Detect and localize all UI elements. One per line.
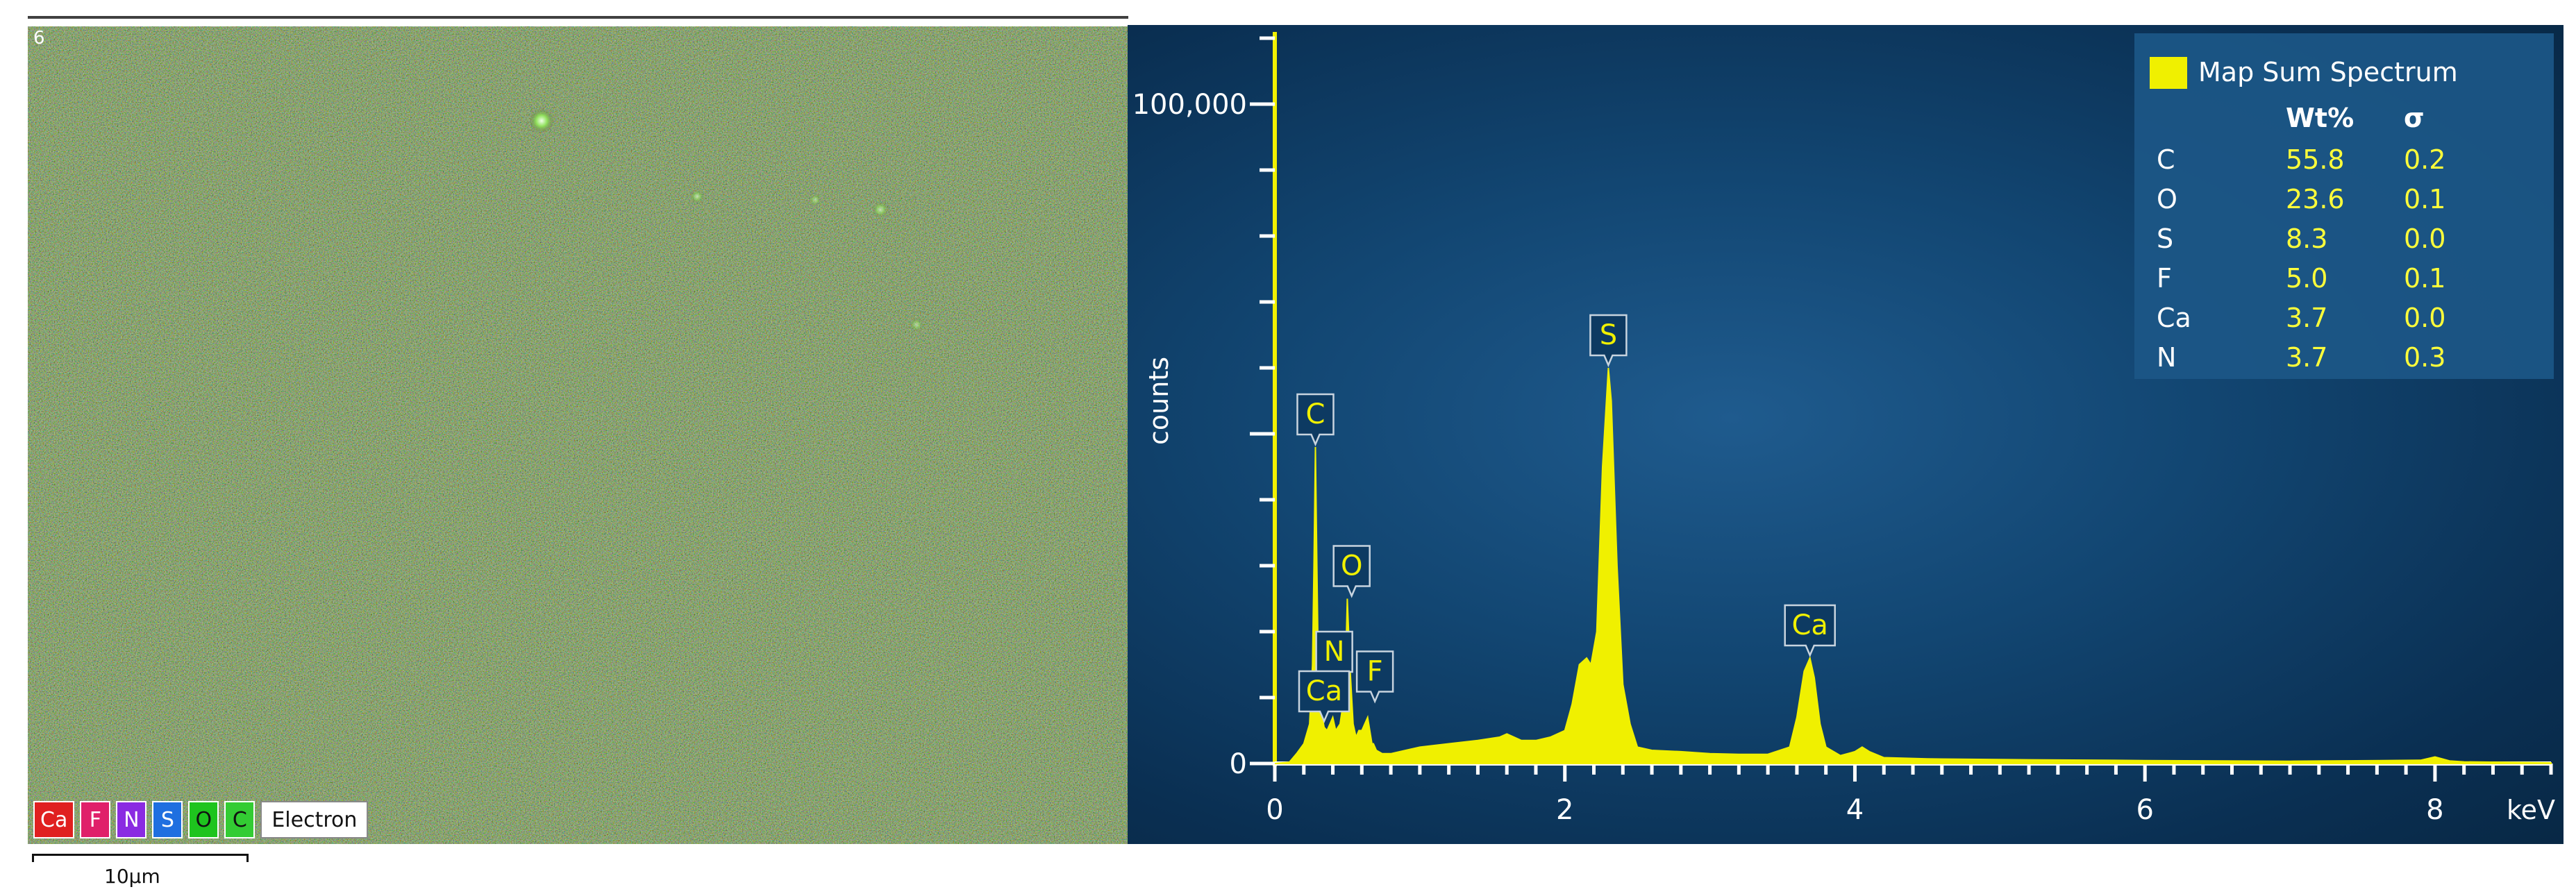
x-tick-label: 4: [1846, 794, 1864, 826]
scale-bar-label: 10µm: [104, 865, 160, 888]
row-wt: 5.0: [2286, 263, 2328, 294]
legend-chip-label: Electron: [271, 807, 358, 832]
y-axis-label: counts: [1144, 357, 1174, 445]
row-wt: 23.6: [2286, 184, 2345, 214]
scale-bar: [32, 854, 249, 862]
row-wt: 3.7: [2286, 342, 2328, 373]
series-name: Map Sum Spectrum: [2198, 57, 2458, 87]
legend-chip-n[interactable]: N: [116, 801, 147, 838]
map-texture: [28, 26, 1128, 844]
legend-chip-ca[interactable]: Ca: [33, 801, 75, 838]
spectrum-panel: 0 100,000 counts 0 2 4 6 8 keV C O N Ca F S Ca Map Sum …: [1128, 25, 2564, 844]
bright-particle: [529, 108, 554, 133]
row-wt: 55.8: [2286, 144, 2345, 175]
legend-chip-label: C: [232, 807, 247, 832]
peak-label: N: [1324, 636, 1345, 668]
legend-chip-label: F: [89, 807, 101, 832]
legend-chip-c[interactable]: C: [224, 801, 256, 838]
peak-label: O: [1341, 550, 1362, 582]
spectrum-area: [1274, 367, 2552, 764]
x-axis-label: keV: [2507, 795, 2555, 825]
row-sigma: 0.1: [2404, 184, 2446, 214]
x-tick-label: 2: [1556, 794, 1573, 826]
row-element: Ca: [2157, 303, 2191, 333]
peak-label-tag: [1355, 650, 1394, 704]
peak-label-tag: [1589, 314, 1628, 368]
row-wt: 8.3: [2286, 224, 2328, 254]
peak-label: S: [1600, 319, 1617, 351]
legend-chip-label: O: [195, 807, 212, 832]
element-legend: Ca F N S O C Electron: [33, 801, 369, 838]
row-element: C: [2157, 144, 2175, 175]
map-index-label: 6: [33, 28, 45, 49]
peak-label: C: [1306, 398, 1325, 430]
series-swatch: [2150, 57, 2187, 89]
x-tick-label: 8: [2426, 794, 2443, 826]
top-rule: [28, 16, 1128, 19]
row-sigma: 0.1: [2404, 263, 2446, 294]
peak-label: F: [1367, 656, 1383, 688]
row-element: S: [2157, 224, 2174, 254]
eds-map-image: 6 Ca F N S O C Electron: [28, 26, 1128, 844]
row-sigma: 0.0: [2404, 224, 2446, 254]
legend-chip-label: N: [124, 807, 140, 832]
legend-chip-s[interactable]: S: [152, 801, 183, 838]
row-element: O: [2157, 184, 2177, 214]
peak-label: Ca: [1791, 609, 1828, 641]
peak-label-tag: [1296, 393, 1335, 447]
row-sigma: 0.0: [2404, 303, 2446, 333]
column-header-sigma: σ: [2404, 103, 2425, 133]
x-tick-label: 6: [2136, 794, 2153, 826]
peak-label-tag: [1298, 670, 1350, 724]
x-tick-label: 0: [1266, 794, 1283, 826]
y-tick-label: 100,000: [1132, 89, 1247, 121]
row-wt: 3.7: [2286, 303, 2328, 333]
legend-chip-electron[interactable]: Electron: [260, 801, 369, 838]
row-sigma: 0.2: [2404, 144, 2446, 175]
row-sigma: 0.3: [2404, 342, 2446, 373]
legend-chip-label: S: [160, 807, 174, 832]
spectrum-legend-box: Map Sum Spectrum Wt% σ C 55.8 0.2 O 23.6…: [2134, 33, 2554, 379]
legend-chip-f[interactable]: F: [80, 801, 111, 838]
peak-label-tag: [1332, 545, 1371, 598]
peak-label-tag: [1784, 604, 1836, 658]
y-tick-label: 0: [1230, 748, 1247, 780]
legend-chip-label: Ca: [40, 807, 68, 832]
legend-chip-o[interactable]: O: [188, 801, 219, 838]
column-header-wt: Wt%: [2286, 103, 2355, 133]
row-element: F: [2157, 263, 2172, 294]
peak-label: Ca: [1306, 675, 1342, 707]
row-element: N: [2157, 342, 2177, 373]
